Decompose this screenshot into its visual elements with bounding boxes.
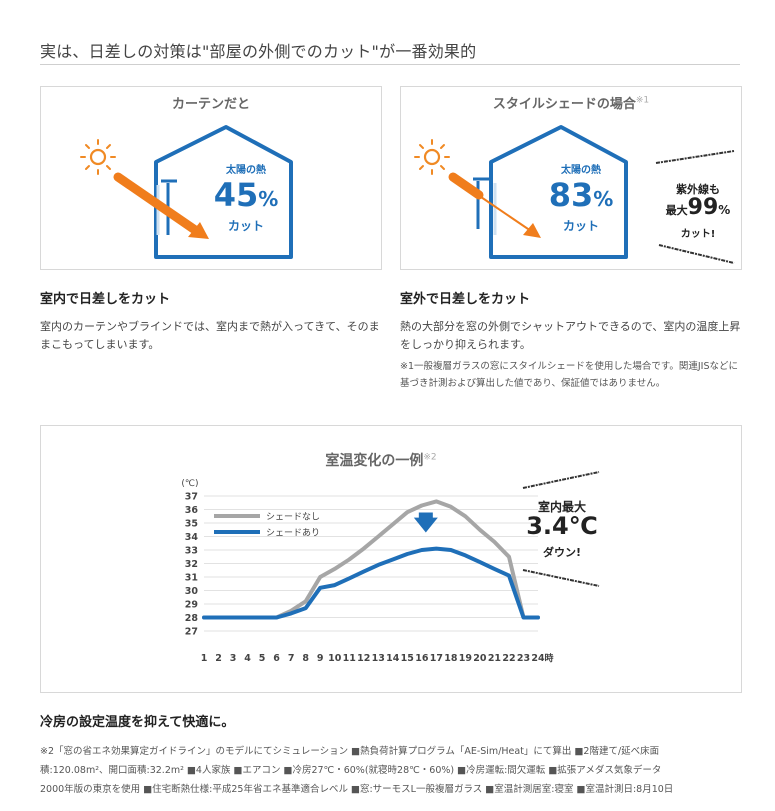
legend-label: シェードあり bbox=[266, 528, 320, 539]
x-tick-label: 3 bbox=[230, 653, 237, 664]
curtain-panel: カーテンだと 太陽の熱 45% カット bbox=[40, 86, 382, 270]
chart-title-text: 室温変化の一例 bbox=[325, 453, 424, 469]
uv-value-line: 最大99% bbox=[657, 195, 739, 224]
x-tick-label: 4 bbox=[244, 653, 251, 664]
x-tick-label: 14 bbox=[386, 653, 400, 664]
chart-title-note: ※2 bbox=[423, 452, 437, 463]
cut-percent-value: 83 bbox=[548, 176, 594, 214]
cut-label: カット bbox=[562, 219, 599, 233]
x-tick-label: 22 bbox=[502, 653, 515, 664]
curtain-panel-title: カーテンだと bbox=[171, 97, 250, 112]
shade-body: 熱の大部分を窓の外側でシャットアウトできるので、室内の温度上昇をしっかり抑えられ… bbox=[400, 320, 741, 351]
heat-arrow-icon bbox=[113, 172, 209, 239]
shade-panel-note-mark: ※1 bbox=[635, 95, 650, 106]
heat-arrow-icon bbox=[448, 172, 541, 238]
x-tick-label: 7 bbox=[288, 653, 295, 664]
heat-label: 太陽の熱 bbox=[561, 165, 601, 176]
x-tick-label: 21 bbox=[488, 653, 501, 664]
uv-prefix: 最大 bbox=[665, 204, 688, 217]
y-tick-label: 29 bbox=[185, 600, 198, 611]
cut-percent-value: 45 bbox=[213, 176, 259, 214]
x-tick-label: 19 bbox=[459, 653, 472, 664]
x-tick-label: 6 bbox=[273, 653, 280, 664]
shade-illustration bbox=[414, 125, 735, 264]
shade-note: ※1一般複層ガラスの窓にスタイルシェードを使用した場合です。関連JISなどに基づ… bbox=[400, 361, 738, 389]
y-axis-label: (℃) bbox=[181, 479, 198, 489]
shade-heading: 室外で日差しをカット bbox=[400, 292, 531, 307]
x-tick-label: 15 bbox=[401, 653, 414, 664]
footer-note-line1: ※2「窓の省エネ効果算定ガイドライン」のモデルにてシミュレーション ■熱負荷計算… bbox=[40, 746, 660, 757]
x-tick-label: 11 bbox=[343, 653, 356, 664]
cut-percent: 83% bbox=[531, 177, 631, 219]
x-tick-label: 16 bbox=[415, 653, 429, 664]
x-tick-label: 20 bbox=[473, 653, 487, 664]
uv-cut: カット! bbox=[680, 229, 716, 240]
y-tick-label: 28 bbox=[185, 613, 199, 624]
y-tick-label: 35 bbox=[185, 519, 198, 530]
footer-note-line2: 積:120.08m²、開口面積:32.2m² ■4人家族 ■エアコン ■冷房27… bbox=[40, 765, 662, 776]
y-tick-label: 32 bbox=[185, 559, 198, 570]
title-divider bbox=[40, 64, 740, 65]
series-line-2 bbox=[202, 546, 540, 620]
shade-panel: スタイルシェードの場合※1 太陽の熱 83% bbox=[400, 86, 742, 270]
uv-value: 99 bbox=[687, 195, 719, 220]
cut-percent-sign: % bbox=[593, 187, 614, 211]
uv-line1: 紫外線も bbox=[676, 183, 720, 196]
chart-title: 室温変化の一例※2 bbox=[41, 450, 721, 470]
x-tick-label: 1 bbox=[201, 653, 208, 664]
uv-sign: % bbox=[718, 203, 731, 217]
cut-percent: 45% bbox=[196, 177, 296, 219]
callout-lines bbox=[522, 471, 600, 587]
y-tick-label: 30 bbox=[185, 586, 199, 597]
x-axis-unit: 時 bbox=[544, 652, 553, 664]
x-tick-label: 2 bbox=[215, 653, 222, 664]
x-tick-label: 5 bbox=[259, 653, 266, 664]
curtain-heading: 室内で日差しをカット bbox=[40, 292, 171, 307]
x-tick-label: 9 bbox=[317, 653, 324, 664]
x-tick-label: 12 bbox=[357, 653, 370, 664]
x-tick-label: 23 bbox=[517, 653, 530, 664]
sun-icon bbox=[80, 139, 116, 175]
legend-label: シェードなし bbox=[266, 512, 320, 523]
callout-line1: 室内最大 bbox=[537, 500, 586, 514]
shade-panel-title: スタイルシェードの場合※1 bbox=[401, 93, 741, 112]
callout-value: 3.4℃ bbox=[526, 512, 598, 540]
curtain-body: 室内のカーテンやブラインドでは、室内まで熱が入ってきて、そのままこもってしまいま… bbox=[40, 320, 380, 351]
shade-panel-title-text: スタイルシェードの場合 bbox=[492, 97, 636, 112]
curtain-illustration bbox=[80, 125, 293, 259]
cut-percent-sign: % bbox=[258, 187, 279, 211]
y-tick-label: 27 bbox=[185, 627, 198, 638]
down-arrow-icon bbox=[413, 512, 438, 533]
y-tick-label: 33 bbox=[185, 546, 198, 557]
y-tick-label: 34 bbox=[185, 532, 199, 543]
sun-icon bbox=[414, 139, 450, 175]
chart-panel: 室温変化の一例※2 37 36 35 34 33 32 31 30 29 28 27 (℃) 1 2 3 4 5… bbox=[40, 425, 742, 693]
x-tick-label: 13 bbox=[372, 653, 385, 664]
footer-note-line3: 2000年版の東京を使用 ■住宅断熱仕様:平成25年省エネ基準適合レベル ■窓:… bbox=[40, 784, 674, 795]
x-tick-label: 18 bbox=[444, 653, 458, 664]
x-tick-label: 8 bbox=[302, 653, 309, 664]
house-outline bbox=[489, 125, 628, 259]
x-tick-label: 17 bbox=[430, 653, 443, 664]
heat-label: 太陽の熱 bbox=[226, 165, 266, 176]
uv-bracket-lines bbox=[655, 150, 735, 264]
y-tick-label: 36 bbox=[185, 505, 199, 516]
y-tick-label: 31 bbox=[185, 573, 198, 584]
page-title: 実は、日差しの対策は"部屋の外側でのカット"が一番効果的 bbox=[40, 42, 477, 61]
house-outline bbox=[154, 125, 293, 259]
x-tick-label: 10 bbox=[328, 653, 342, 664]
footer-heading: 冷房の設定温度を抑えて快適に。 bbox=[40, 715, 235, 730]
x-tick-label: 24 bbox=[531, 653, 545, 664]
series-line-1 bbox=[202, 499, 540, 620]
callout-line3: ダウン! bbox=[542, 546, 582, 559]
y-tick-label: 37 bbox=[185, 492, 198, 503]
cut-label: カット bbox=[227, 219, 264, 233]
